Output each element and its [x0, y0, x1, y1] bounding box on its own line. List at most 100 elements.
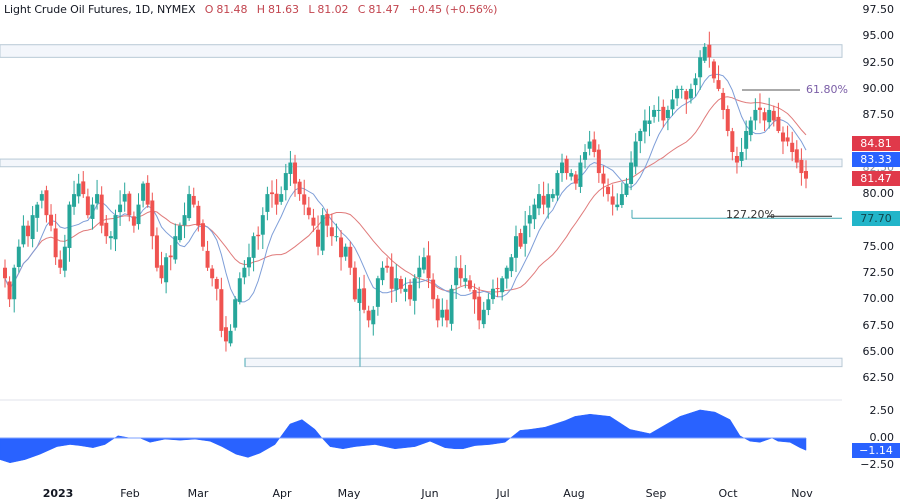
candle	[619, 194, 624, 206]
candle	[223, 327, 228, 342]
candle	[490, 288, 495, 300]
candle	[90, 204, 95, 219]
candle	[81, 181, 86, 195]
price-tag: 84.81	[852, 135, 900, 151]
candle	[380, 267, 385, 281]
candle	[757, 107, 762, 110]
candle	[458, 268, 463, 279]
time-label: Sep	[645, 487, 667, 500]
candle	[366, 310, 371, 321]
candle	[762, 112, 767, 121]
candle	[7, 281, 12, 300]
candle	[348, 246, 353, 268]
candle	[679, 88, 684, 90]
candle	[214, 278, 219, 289]
candle	[385, 265, 390, 268]
candle	[688, 88, 693, 99]
candle	[412, 278, 417, 301]
candle	[150, 200, 155, 237]
candle	[707, 44, 712, 58]
candle	[592, 139, 597, 153]
candle	[320, 215, 325, 251]
candle	[642, 120, 647, 132]
candle	[601, 173, 606, 184]
price-tick: 97.50	[862, 3, 895, 16]
candle	[394, 278, 399, 290]
symbol-title[interactable]: Light Crude Oil Futures, 1D, NYMEX	[4, 3, 196, 16]
candle	[711, 61, 716, 79]
price-tick: 75.00	[862, 239, 895, 253]
time-label: Nov	[791, 487, 813, 500]
price-zone[interactable]	[0, 44, 843, 58]
candle	[297, 181, 302, 195]
candle	[776, 116, 781, 131]
candle	[486, 299, 491, 310]
candle	[219, 289, 224, 331]
candle	[375, 278, 380, 307]
candle	[205, 250, 210, 268]
price-zone[interactable]	[0, 158, 843, 168]
candle	[16, 246, 21, 267]
candle	[122, 194, 127, 202]
candle	[739, 152, 744, 161]
candle	[237, 278, 242, 302]
candle	[513, 236, 518, 258]
candle	[624, 183, 629, 195]
candle	[145, 182, 150, 205]
candle	[569, 173, 574, 177]
time-label: May	[337, 487, 361, 500]
candle	[518, 233, 523, 247]
low-value: 81.02	[317, 3, 349, 16]
candle	[352, 267, 357, 300]
candle	[573, 174, 578, 184]
low-label: L	[308, 3, 315, 16]
candle	[53, 228, 58, 258]
candle	[26, 225, 31, 237]
candle	[541, 195, 546, 205]
candle	[716, 80, 721, 89]
candle	[67, 204, 72, 248]
candle	[62, 246, 67, 271]
candle	[647, 120, 652, 124]
candle	[615, 204, 620, 208]
price-tick: 95.00	[862, 29, 895, 43]
candle	[449, 288, 454, 324]
candle	[159, 265, 164, 279]
candle	[270, 192, 274, 195]
candle	[233, 299, 238, 328]
close-label: C	[357, 3, 366, 16]
candle	[698, 57, 703, 78]
price-tick: 72.50	[862, 266, 895, 279]
candle	[417, 267, 422, 278]
time-label: Aug	[563, 487, 585, 500]
time-label: Jul	[496, 487, 510, 500]
candle	[403, 288, 408, 292]
candle	[702, 46, 707, 61]
candle	[537, 194, 541, 209]
candle	[532, 204, 537, 220]
candle	[95, 194, 100, 204]
price-zone[interactable]	[244, 357, 843, 368]
candle	[583, 152, 588, 160]
time-label: Apr	[272, 487, 292, 500]
candle	[228, 330, 233, 344]
ohlc-values: O 81.48 H 81.63 L 81.02 C 81.47 +0.45 (+0.56…	[205, 3, 501, 16]
candle	[104, 222, 109, 237]
candle	[191, 195, 196, 205]
candle	[633, 141, 638, 167]
candle	[389, 266, 394, 289]
candle	[780, 132, 785, 142]
candle	[629, 162, 634, 184]
candle	[182, 215, 187, 226]
price-tick: 80.00	[862, 187, 895, 201]
candle	[578, 162, 583, 187]
candle	[154, 235, 159, 268]
candle	[362, 288, 367, 310]
close-value: 81.47	[368, 3, 400, 16]
candle	[771, 110, 776, 121]
candle	[804, 170, 808, 179]
candle	[164, 257, 169, 283]
candle	[371, 309, 376, 325]
candle	[265, 194, 270, 212]
